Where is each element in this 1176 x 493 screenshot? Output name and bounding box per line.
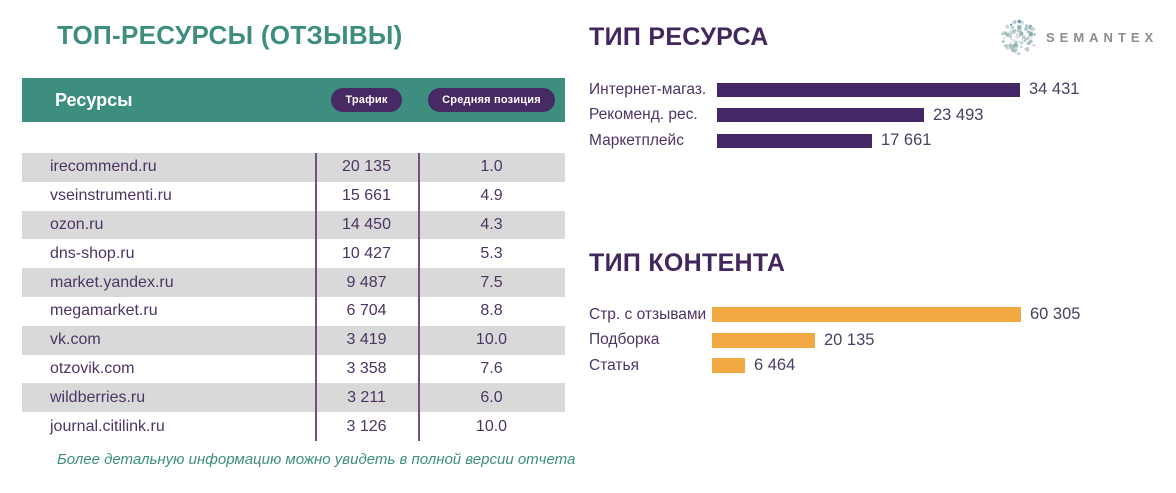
table-row: vseinstrumenti.ru 15 661 4.9 [22, 182, 565, 211]
resource-type-chart: Интернет-магаз. 34 431 Рекоменд. рес. 23… [589, 77, 1164, 154]
avg-position-value: 4.3 [480, 215, 503, 233]
bar-category-label: Подборка [589, 331, 660, 349]
table-row: wildberries.ru 3 211 6.0 [22, 383, 565, 413]
resource-name: wildberries.ru [50, 388, 146, 406]
avg-position-column-slot: Средняя позиция [418, 78, 565, 122]
table-row: vk.com 3 419 10.0 [22, 325, 565, 355]
traffic-value: 6 704 [346, 302, 387, 320]
dotted-sphere-icon [1001, 19, 1036, 56]
footnote-text: Более детальную информацию можно увидеть… [57, 451, 576, 468]
chart-bar-row: Подборка 20 135 [589, 328, 1164, 354]
bar [717, 82, 1020, 97]
resource-name: vseinstrumenti.ru [50, 187, 172, 205]
traffic-value: 9 487 [346, 273, 387, 291]
bar-category-label: Статья [589, 356, 639, 374]
bar-category-label: Интернет-магаз. [589, 80, 707, 98]
chart-title-resource-type: ТИП РЕСУРСА [589, 23, 769, 51]
table-row: megamarket.ru 6 704 8.8 [22, 297, 565, 326]
resource-name: otzovik.com [50, 359, 135, 377]
table-row: ozon.ru 14 450 4.3 [22, 210, 565, 240]
chart-title-content-type: ТИП КОНТЕНТА [589, 249, 786, 277]
bar-value-label: 6 464 [754, 356, 796, 375]
avg-position-value: 6.0 [480, 388, 503, 406]
bar-value-label: 60 305 [1030, 305, 1081, 324]
resource-name: vk.com [50, 331, 101, 349]
bar-value-label: 20 135 [824, 330, 875, 349]
bar-category-label: Стр. с отзывами [589, 305, 707, 323]
traffic-column-slot: Трафик [315, 78, 418, 122]
traffic-value: 14 450 [342, 215, 391, 233]
chart-bar-row: Рекоменд. рес. 23 493 [589, 103, 1164, 129]
bar [717, 108, 924, 123]
table-row: market.yandex.ru 9 487 7.5 [22, 268, 565, 297]
column-divider [418, 153, 420, 441]
resource-name: ozon.ru [50, 215, 104, 233]
bar [712, 332, 815, 348]
avg-position-value: 7.6 [480, 359, 503, 377]
traffic-value: 20 135 [342, 158, 391, 176]
traffic-badge: Трафик [331, 88, 402, 112]
content-type-chart: Стр. с отзывами 60 305 Подборка 20 135 С… [589, 302, 1164, 379]
traffic-value: 10 427 [342, 244, 391, 262]
column-divider [315, 153, 317, 441]
resource-name: dns-shop.ru [50, 244, 135, 262]
avg-position-value: 4.9 [480, 187, 503, 205]
chart-bar-row: Интернет-магаз. 34 431 [589, 77, 1164, 103]
table-row: otzovik.com 3 358 7.6 [22, 355, 565, 384]
bar [712, 358, 745, 374]
table-row: journal.citilink.ru 3 126 10.0 [22, 412, 565, 441]
avg-position-value: 10.0 [475, 331, 508, 349]
avg-position-value: 8.8 [480, 302, 503, 320]
table-row: dns-shop.ru 10 427 5.3 [22, 239, 565, 268]
semantex-logo: SEMANTEX [999, 17, 1158, 57]
avg-position-value: 5.3 [480, 244, 503, 262]
bar-value-label: 23 493 [933, 105, 984, 124]
resources-table-body: irecommend.ru 20 135 1.0 vseinstrumenti.… [22, 153, 565, 441]
table-row: irecommend.ru 20 135 1.0 [22, 153, 565, 182]
traffic-value: 3 126 [346, 417, 387, 435]
bar-category-label: Маркетплейс [589, 131, 684, 149]
resources-table-header: Ресурсы Трафик Средняя позиция [22, 78, 565, 122]
resource-name: journal.citilink.ru [50, 417, 165, 435]
traffic-value: 15 661 [342, 187, 391, 205]
traffic-value: 3 358 [346, 359, 387, 377]
avg-position-value: 7.5 [480, 273, 503, 291]
page-title: ТОП-РЕСУРСЫ (ОТЗЫВЫ) [57, 20, 403, 50]
avg-position-value: 1.0 [480, 158, 503, 176]
bar-value-label: 17 661 [881, 131, 932, 150]
bar-value-label: 34 431 [1029, 80, 1080, 99]
bar [712, 307, 1021, 323]
bar [717, 133, 872, 148]
traffic-value: 3 419 [346, 331, 387, 349]
bar-category-label: Рекоменд. рес. [589, 106, 698, 124]
avg-position-value: 10.0 [475, 417, 508, 435]
logo-text: SEMANTEX [1046, 29, 1159, 45]
chart-bar-row: Маркетплейс 17 661 [589, 128, 1164, 154]
resource-name: megamarket.ru [50, 302, 158, 320]
resource-name: market.yandex.ru [50, 273, 174, 291]
traffic-value: 3 211 [347, 388, 386, 406]
chart-bar-row: Статья 6 464 [589, 353, 1164, 379]
resources-column-header: Ресурсы [55, 89, 133, 110]
resource-name: irecommend.ru [50, 158, 157, 176]
chart-bar-row: Стр. с отзывами 60 305 [589, 302, 1164, 328]
avg-position-badge: Средняя позиция [428, 88, 555, 112]
